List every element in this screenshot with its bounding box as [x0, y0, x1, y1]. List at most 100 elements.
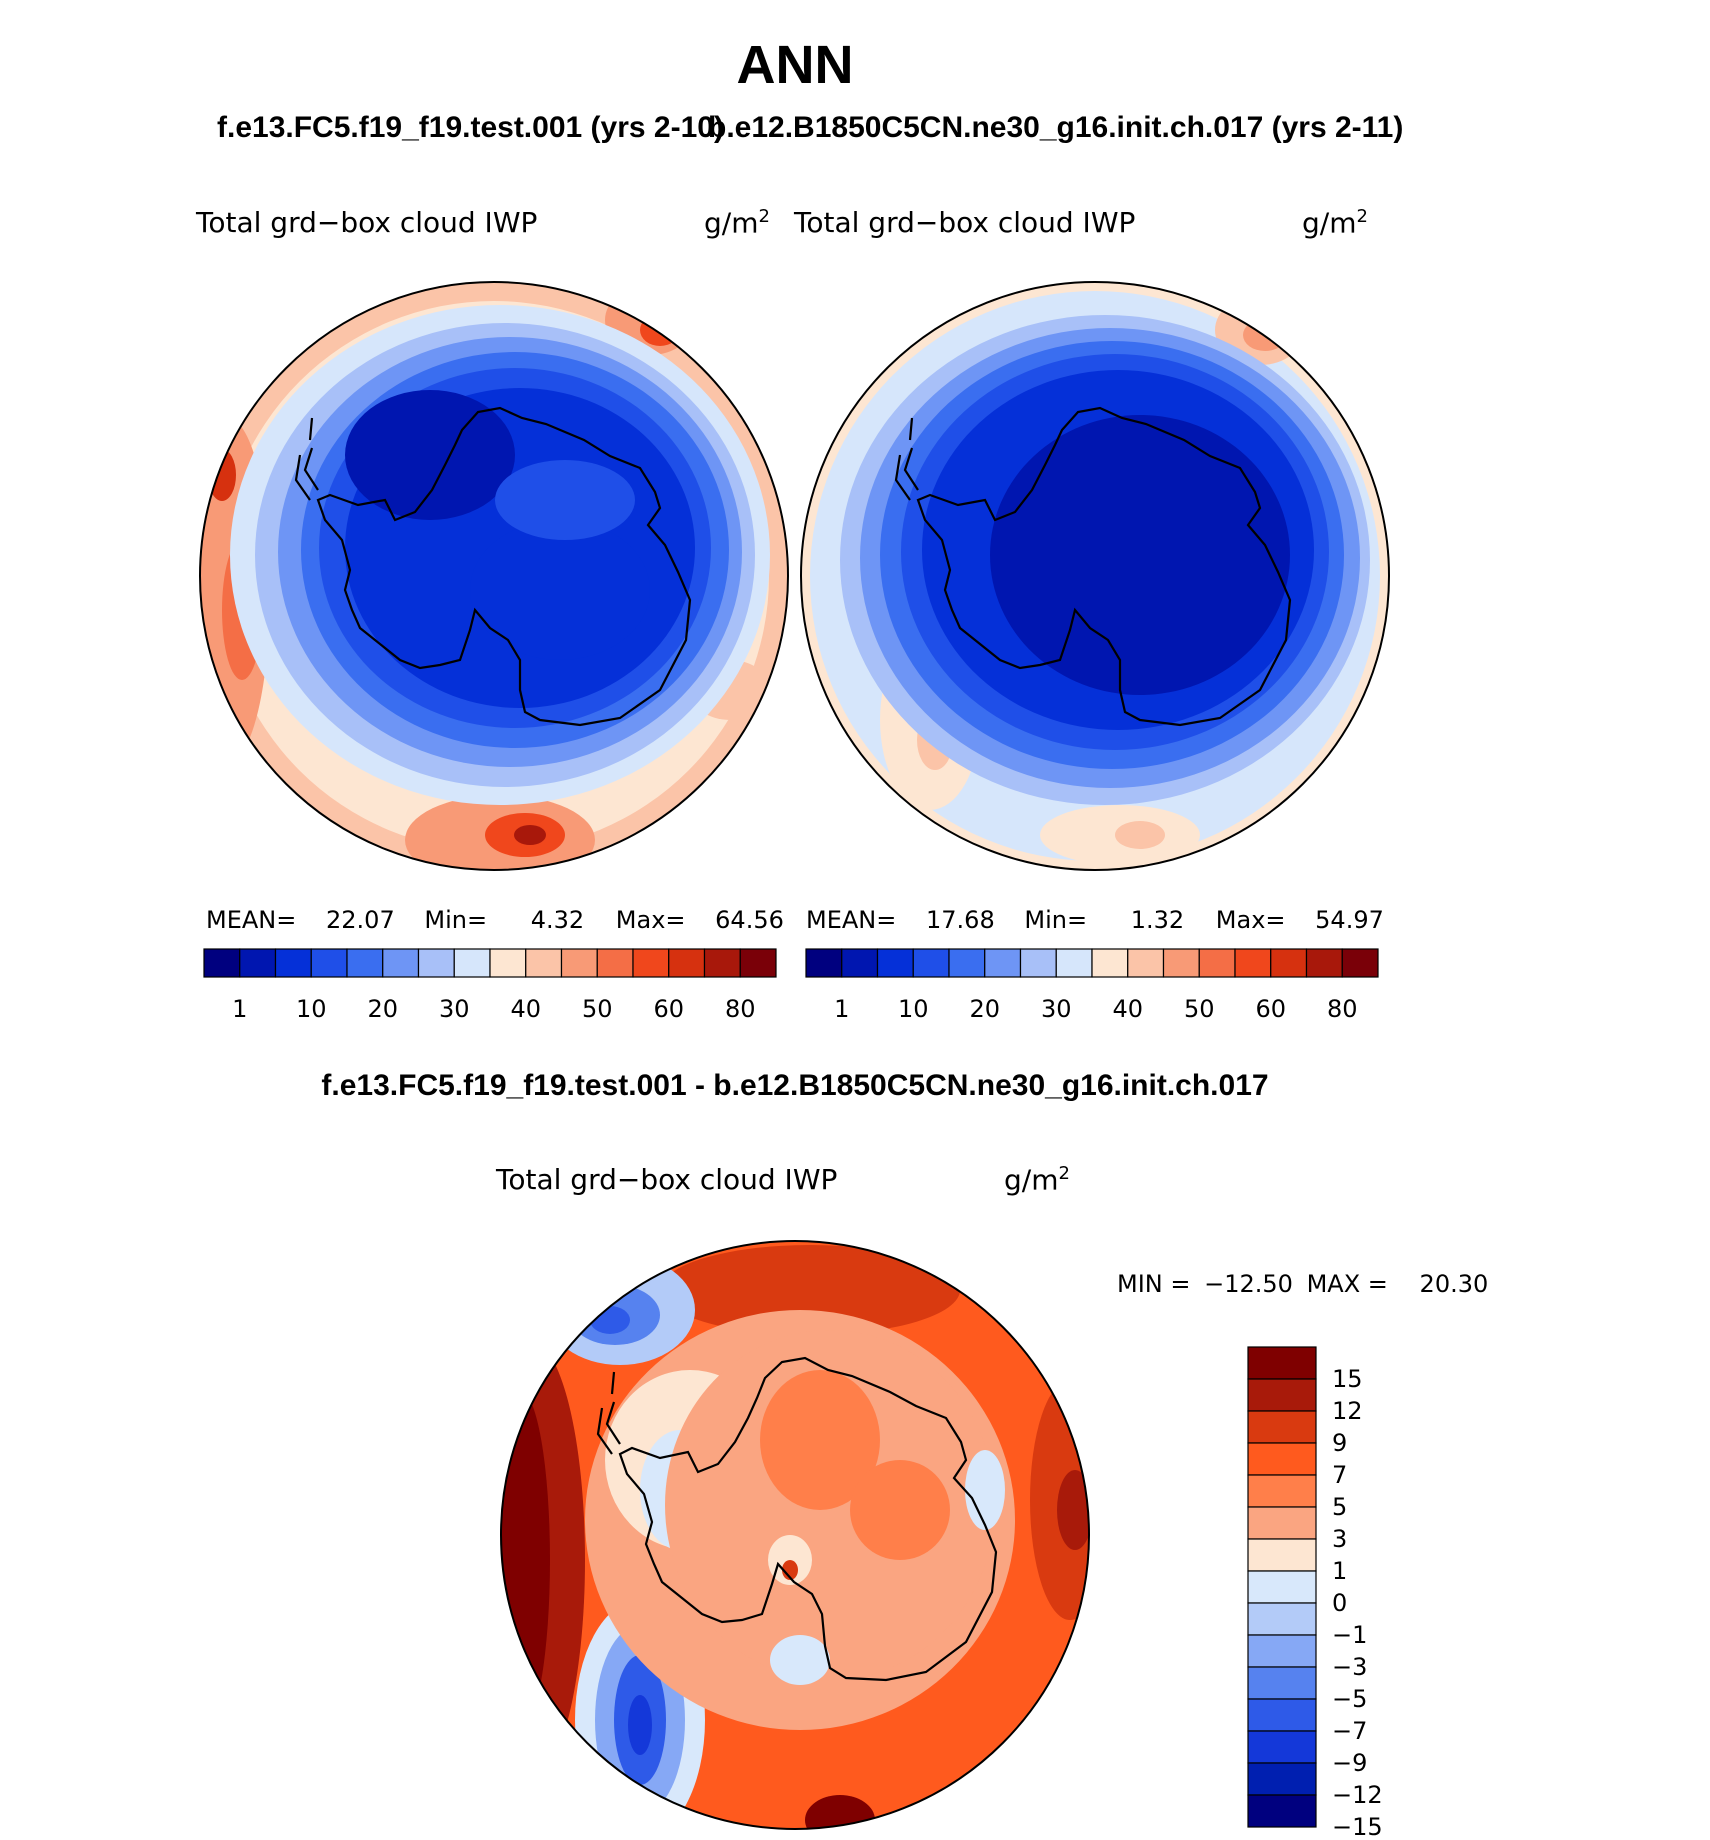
left-colorbar-tick-label: 10: [296, 995, 327, 1023]
right-panel-title: b.e12.B1850C5CN.ne30_g16.init.ch.017 (yr…: [708, 111, 1404, 144]
diff-colorbar: 15 12 9 7 5 3 1 0 −1 −3 −5 −7 −9 −12 −15: [1247, 1346, 1383, 1840]
right-map-outline: [800, 281, 1390, 871]
right-stats: MEAN= 17.68 Min= 1.32 Max= 54.97: [806, 906, 1384, 934]
left-max-value: 64.56: [715, 906, 784, 934]
diff-min-label: MIN =: [1117, 1270, 1191, 1298]
left-colorbar-swatch-15: [739, 948, 777, 978]
diff-stats: MIN = −12.50 MAX = 20.30: [1117, 1270, 1488, 1298]
diff-colorbar-tick-label: 5: [1332, 1493, 1347, 1521]
diff-colorbar-swatch-0: [1247, 1346, 1317, 1380]
left-min-value: 4.32: [530, 906, 585, 934]
left-colorbar-swatch-0: [203, 948, 241, 978]
right-max-value: 54.97: [1315, 906, 1384, 934]
diff-colorbar-swatch-5: [1247, 1506, 1317, 1540]
diff-colorbar-tick-label: −7: [1332, 1717, 1367, 1745]
right-colorbar-swatch-3: [912, 948, 950, 978]
diff-coastline: [596, 1356, 998, 1682]
left-map: [200, 282, 788, 870]
right-units-label: g/m2: [1302, 206, 1368, 239]
diff-title: f.e13.FC5.f19_f19.test.001 - b.e12.B1850…: [321, 1069, 1269, 1102]
left-colorbar-tick-label: 30: [439, 995, 470, 1023]
left-colorbar-swatch-5: [382, 948, 420, 978]
diff-colorbar-swatch-2: [1247, 1410, 1317, 1444]
left-colorbar-tick-label: 20: [367, 995, 398, 1023]
left-colorbar-tick-label: 50: [582, 995, 613, 1023]
diff-max-value: 20.30: [1419, 1270, 1489, 1298]
diff-colorbar-swatch-6: [1247, 1538, 1317, 1572]
right-colorbar-swatch-14: [1305, 948, 1343, 978]
diff-colorbar-swatch-3: [1247, 1442, 1317, 1476]
left-stats: MEAN= 22.07 Min= 4.32 Max= 64.56: [206, 906, 784, 934]
diff-map: [501, 1241, 1089, 1829]
diff-colorbar-tick-label: −3: [1332, 1653, 1367, 1681]
diff-units-sup: 2: [1058, 1163, 1070, 1184]
diff-colorbar-swatch-12: [1247, 1730, 1317, 1764]
left-colorbar-swatch-10: [560, 948, 598, 978]
right-colorbar-tick-label: 60: [1255, 995, 1286, 1023]
left-colorbar-swatch-4: [346, 948, 384, 978]
left-units-sup: 2: [758, 206, 770, 227]
left-colorbar-tick-label: 60: [653, 995, 684, 1023]
right-colorbar-tick-label: 50: [1184, 995, 1215, 1023]
right-colorbar-swatch-11: [1198, 948, 1236, 978]
right-colorbar-swatch-4: [948, 948, 986, 978]
diff-colorbar-swatch-4: [1247, 1474, 1317, 1508]
right-coastline: [894, 406, 1292, 727]
right-colorbar: 1 10 20 30 40 50 60 80: [805, 948, 1379, 1023]
left-map-outline: [199, 281, 789, 871]
diff-colorbar-swatch-14: [1247, 1794, 1317, 1828]
right-mean-label: MEAN=: [806, 906, 897, 934]
right-max-label: Max=: [1215, 906, 1286, 934]
left-colorbar-swatch-12: [632, 948, 670, 978]
diff-units-text: g/m: [1004, 1163, 1059, 1197]
right-colorbar-swatch-8: [1091, 948, 1129, 978]
right-colorbar-swatch-1: [841, 948, 879, 978]
diff-map-outline: [500, 1240, 1090, 1830]
diff-colorbar-swatch-1: [1247, 1378, 1317, 1412]
left-colorbar-swatch-8: [489, 948, 527, 978]
right-colorbar-tick-label: 20: [969, 995, 1000, 1023]
right-colorbar-tick-label: 10: [898, 995, 929, 1023]
diff-colorbar-tick-label: 3: [1332, 1525, 1347, 1553]
diff-units-label: g/m2: [1004, 1163, 1070, 1196]
left-colorbar-tick-label: 80: [725, 995, 756, 1023]
main-title: ANN: [736, 35, 854, 95]
right-colorbar-swatch-15: [1341, 948, 1379, 978]
right-colorbar-swatch-0: [805, 948, 843, 978]
diff-colorbar-tick-label: −1: [1332, 1621, 1367, 1649]
right-units-text: g/m: [1302, 206, 1357, 240]
left-colorbar-swatch-6: [417, 948, 455, 978]
diff-colorbar-swatch-9: [1247, 1634, 1317, 1668]
right-colorbar-swatch-7: [1055, 948, 1093, 978]
left-colorbar-tick-label: 40: [510, 995, 541, 1023]
diff-colorbar-tick-label: −5: [1332, 1685, 1367, 1713]
right-colorbar-swatch-12: [1234, 948, 1272, 978]
left-colorbar-swatch-9: [525, 948, 563, 978]
right-min-value: 1.32: [1130, 906, 1185, 934]
right-colorbar-swatch-10: [1162, 948, 1200, 978]
left-units-label: g/m2: [704, 206, 770, 239]
left-colorbar-tick-label: 1: [232, 995, 247, 1023]
right-variable-label: Total grd−box cloud IWP: [794, 206, 1136, 239]
left-max-label: Max=: [615, 906, 686, 934]
diff-colorbar-swatch-7: [1247, 1570, 1317, 1604]
diff-colorbar-tick-label: −12: [1332, 1781, 1383, 1809]
diff-colorbar-tick-label: 9: [1332, 1429, 1347, 1457]
left-panel-title: f.e13.FC5.f19_f19.test.001 (yrs 2-10): [217, 111, 724, 144]
diff-colorbar-tick-label: 12: [1332, 1397, 1363, 1425]
left-min-label: Min=: [424, 906, 488, 934]
right-colorbar-tick-label: 1: [834, 995, 849, 1023]
right-colorbar-tick-label: 80: [1327, 995, 1358, 1023]
right-colorbar-tick-label: 30: [1041, 995, 1072, 1023]
left-colorbar-swatch-1: [239, 948, 277, 978]
diff-colorbar-tick-label: −15: [1332, 1813, 1383, 1840]
left-mean-value: 22.07: [326, 906, 395, 934]
right-colorbar-swatch-5: [984, 948, 1022, 978]
diff-colorbar-tick-label: 15: [1332, 1365, 1363, 1393]
left-variable-label: Total grd−box cloud IWP: [196, 206, 538, 239]
right-colorbar-swatch-6: [1019, 948, 1057, 978]
diff-colorbar-swatch-10: [1247, 1666, 1317, 1700]
left-colorbar-swatch-13: [668, 948, 706, 978]
right-min-label: Min=: [1024, 906, 1088, 934]
